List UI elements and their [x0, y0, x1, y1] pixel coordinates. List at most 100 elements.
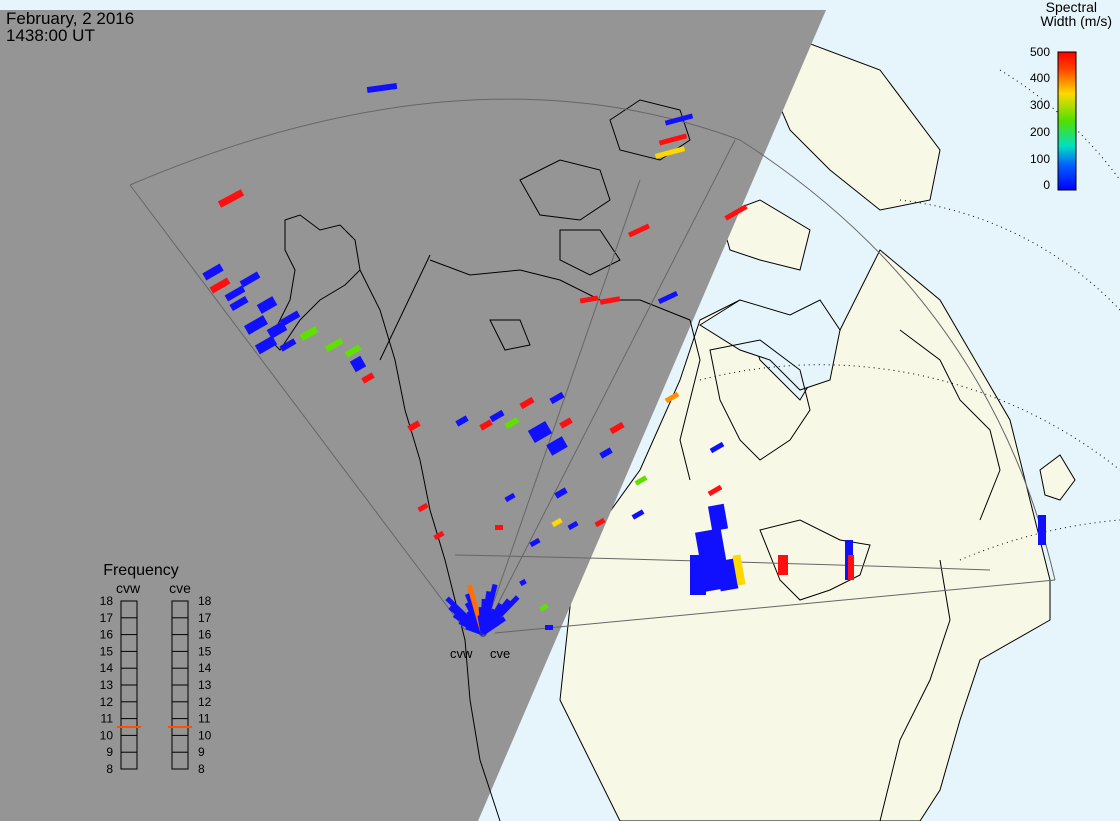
echo-cell	[256, 296, 278, 314]
echo-cell	[545, 625, 553, 630]
frequency-tick-right: 18	[198, 594, 212, 608]
echo-cell	[664, 113, 694, 126]
echo-cell	[654, 146, 686, 159]
echo-cell	[594, 517, 606, 528]
hudson-bay-west-coast	[679, 319, 701, 481]
echo-cell	[417, 502, 429, 513]
echo-cell	[217, 189, 245, 208]
echo-cell	[724, 204, 748, 221]
echo-cell	[504, 492, 516, 503]
frequency-tick-right: 17	[198, 611, 212, 625]
echo-cell	[732, 554, 746, 586]
echo-cell	[599, 296, 621, 305]
frequency-tick-left: 14	[100, 661, 114, 675]
fov-outer-arc	[129, 98, 1056, 581]
date-label: February, 2 2016	[6, 9, 135, 28]
canada-arctic-coast	[429, 259, 691, 321]
echo-cell	[324, 337, 344, 353]
echo-cell	[529, 537, 541, 548]
echo-cell	[627, 223, 651, 238]
frequency-tick-left: 18	[100, 594, 114, 608]
colorbar-tick-500: 500	[1030, 45, 1050, 59]
frequency-tick-left: 11	[101, 712, 114, 726]
echo-cell	[344, 344, 362, 358]
labrador-coast	[899, 329, 1001, 521]
echo-cell	[539, 603, 549, 612]
land-dayside	[559, 39, 1076, 821]
north-america-land	[559, 249, 1051, 821]
frequency-tick-right: 12	[198, 695, 212, 709]
colorbar-tick-200: 200	[1030, 125, 1050, 139]
echo-cell	[209, 277, 231, 294]
echo-cell	[707, 484, 723, 497]
echo-cell	[664, 391, 680, 404]
fov-west-edge	[129, 184, 466, 631]
echo-cell	[224, 285, 246, 302]
echo-cell	[519, 578, 527, 587]
echo-cell	[299, 325, 319, 342]
echo-near-range	[481, 616, 506, 636]
echo-cell	[407, 420, 421, 432]
frequency-grid: 18 18 17 17 16 16 15 15 14 14 13 13 12 12 11 11 10 10 9 9 8 8	[100, 594, 212, 776]
echo-cell	[778, 555, 788, 575]
colorbar-gradient	[1057, 51, 1077, 191]
echo-cell	[504, 416, 520, 430]
colorbar: Spectral Width (m/s) 500 400 300 200 100…	[1030, 0, 1112, 192]
east-coast	[879, 559, 951, 821]
colorbar-title-line2: Width (m/s)	[1040, 13, 1112, 29]
echo-cell	[657, 291, 679, 304]
frequency-tick-right: 14	[198, 661, 212, 675]
alaska-boundary	[379, 254, 431, 361]
echo-cell	[551, 517, 563, 528]
echo-cell	[709, 441, 725, 454]
frequency-tick-right: 16	[198, 628, 212, 642]
colorbar-tick-300: 300	[1030, 98, 1050, 112]
echo-cell	[559, 417, 573, 429]
echo-cell	[549, 391, 565, 405]
echo-cell	[527, 420, 553, 444]
frequency-tick-left: 16	[100, 628, 114, 642]
fov-inner-line-2	[482, 139, 736, 634]
echo-cell	[229, 295, 249, 312]
echo-cell	[707, 503, 729, 532]
echo-cell	[658, 133, 688, 146]
arctic-islands	[489, 99, 691, 351]
echo-cell	[202, 263, 224, 281]
frequency-tick-right: 15	[198, 644, 212, 658]
echo-cell	[366, 82, 398, 94]
greenland-land	[759, 39, 941, 211]
echo-cell	[349, 355, 367, 373]
frequency-tick-right: 9	[198, 745, 205, 759]
colorbar-tick-400: 400	[1030, 71, 1050, 85]
echo-cell	[546, 436, 568, 456]
newfoundland-land	[1039, 454, 1076, 501]
frequency-tick-left: 17	[100, 611, 114, 625]
echo-cell	[455, 415, 469, 427]
fov-inner-line-1	[482, 179, 641, 634]
colorbar-title-line1: Spectral	[1046, 0, 1097, 15]
colorbar-tick-100: 100	[1030, 152, 1050, 166]
frequency-tick-left: 12	[100, 695, 114, 709]
alaska-coast	[269, 214, 361, 351]
latitude-grid	[699, 69, 1120, 561]
echo-cell	[361, 372, 375, 384]
echo-cell	[433, 530, 445, 541]
echo-cell	[266, 321, 288, 339]
hudson-bay-outline	[709, 339, 811, 461]
frequency-tick-left: 8	[106, 762, 113, 776]
frequency-tick-left: 9	[106, 745, 113, 759]
echo-cell	[609, 421, 625, 435]
frequency-tick-right: 8	[198, 762, 205, 776]
echo-cell	[239, 271, 261, 288]
station-label-west: cvw	[450, 646, 473, 661]
echo-cell	[279, 338, 297, 352]
frequency-tick-right: 11	[198, 712, 211, 726]
frequency-label-cvw: cvw	[116, 580, 141, 596]
echo-cell	[279, 310, 301, 327]
echo-cell	[567, 520, 579, 531]
fov-east-edge	[494, 579, 1056, 634]
colorbar-tick-0: 0	[1043, 178, 1050, 192]
baffin-island-land	[719, 199, 811, 271]
